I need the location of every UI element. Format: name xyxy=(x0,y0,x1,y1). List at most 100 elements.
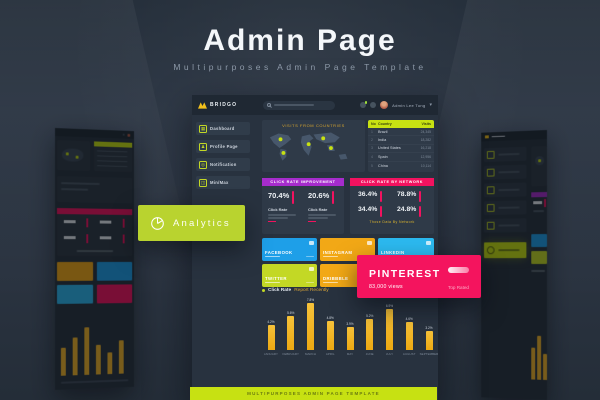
country-visits: 16,218 xyxy=(421,146,431,150)
search-input[interactable] xyxy=(263,101,335,110)
social-card-twitter[interactable]: TWITTER xyxy=(262,264,317,287)
settings-icon[interactable] xyxy=(370,102,376,108)
row-no: 3 xyxy=(371,146,376,150)
mini-avatar xyxy=(127,133,130,136)
chart-bar[interactable] xyxy=(268,325,275,350)
report-title: Click Rate xyxy=(268,288,291,293)
placeholder-line xyxy=(323,256,338,258)
network-rate-panel: Click Rate By Network 36.4% 78.8% 34.4% … xyxy=(350,178,434,234)
mini-purple-header xyxy=(531,192,547,197)
mini-pink-panel xyxy=(57,208,132,256)
mini-bar xyxy=(61,348,66,376)
sidebar-item-minmax[interactable]: ◫ Min/Max xyxy=(196,176,250,189)
placeholder-line xyxy=(97,155,128,157)
visits-map-panel: Visits From Countries xyxy=(262,120,365,172)
bullet-icon xyxy=(262,289,265,292)
social-card-facebook[interactable]: FACEBOOK xyxy=(262,238,317,261)
mini-bar xyxy=(531,348,534,380)
toggle-pill-icon[interactable] xyxy=(448,267,469,273)
row-no: 1 xyxy=(371,130,376,134)
more-link[interactable] xyxy=(268,221,276,223)
brand-name: BRIDGO xyxy=(210,102,237,108)
panel-header-label: Click Rate Improvement xyxy=(270,180,335,184)
mini-stat-bar xyxy=(123,219,125,228)
bottom-ribbon: Multipurposes Admin Page Template xyxy=(190,387,437,400)
chart-column: 6.9% July xyxy=(381,298,399,356)
analytics-card[interactable]: Analytics xyxy=(138,205,245,241)
mini-icon xyxy=(123,134,125,136)
table-row[interactable]: 2 India 18,282 xyxy=(368,136,434,144)
bar-month: January xyxy=(264,352,278,356)
background-mockup-left xyxy=(55,128,134,390)
sidebar-item-notification[interactable]: ◎ Notification xyxy=(196,158,250,171)
stat-bar xyxy=(419,206,421,217)
table-row[interactable]: 1 Brazil 24,345 xyxy=(368,128,434,136)
profile-icon: ♟ xyxy=(199,143,207,151)
mini-brand xyxy=(492,135,505,137)
chart-bar[interactable] xyxy=(307,303,314,350)
notifications-icon[interactable] xyxy=(360,102,366,108)
placeholder-line xyxy=(61,182,100,184)
placeholder-line xyxy=(498,153,519,155)
pinterest-card[interactable]: PINTEREST 83,000 views Top Rated xyxy=(357,255,481,298)
search-icon xyxy=(267,103,271,107)
country-visits: 24,345 xyxy=(421,130,431,134)
chart-bar[interactable] xyxy=(406,322,413,350)
placeholder-line xyxy=(531,270,545,272)
linkedin-icon xyxy=(426,241,431,245)
brand-logo[interactable]: BRIDGO xyxy=(198,102,237,109)
bar-month: July xyxy=(386,352,393,356)
stat-bar xyxy=(380,206,382,217)
chart-bar[interactable] xyxy=(426,331,433,350)
stat-value: 78.8% xyxy=(397,191,416,198)
country-name: Brazil xyxy=(378,130,419,134)
bar-month: August xyxy=(403,352,416,356)
mini-bar xyxy=(84,327,89,375)
chart-bar[interactable] xyxy=(366,319,373,350)
avatar[interactable] xyxy=(380,101,388,109)
hero: Admin Page Multipurposes Admin Page Temp… xyxy=(0,24,600,72)
mini-social-blue xyxy=(531,234,547,247)
chevron-down-icon[interactable]: ▾ xyxy=(429,103,432,108)
world-map xyxy=(265,129,362,169)
placeholder-line xyxy=(308,214,336,216)
table-row[interactable]: 5 China 10,114 xyxy=(368,162,434,170)
mini-stat-bar xyxy=(86,234,88,243)
report-highlight[interactable]: Report Recently xyxy=(294,288,328,293)
sidebar-item-profile-page[interactable]: ♟ Profile Page xyxy=(196,140,250,153)
stat-value: 70.4% xyxy=(268,191,289,200)
mini-stat xyxy=(100,236,111,239)
sidebar-item-label: Min/Max xyxy=(210,180,229,185)
table-row[interactable]: 4 Spain 12,956 xyxy=(368,153,434,161)
stat-block: 20.6% Click Rate xyxy=(308,191,338,222)
placeholder-line xyxy=(265,256,280,258)
mini-bar xyxy=(537,336,540,380)
chart-bar[interactable] xyxy=(347,327,354,350)
row-no: 2 xyxy=(371,138,376,142)
stat-value: 24.8% xyxy=(397,206,416,213)
mini-logo xyxy=(485,135,489,138)
mini-map-dot xyxy=(66,152,68,155)
chart-bar[interactable] xyxy=(327,321,334,350)
facebook-icon xyxy=(309,241,314,245)
more-link[interactable] xyxy=(308,221,316,223)
pinterest-note: Top Rated xyxy=(448,285,469,290)
bar-value: 3.2% xyxy=(425,326,432,330)
mini-nav-icon xyxy=(487,169,495,177)
mini-nav-active-icon xyxy=(487,246,495,254)
pinterest-card-label: PINTEREST xyxy=(369,268,441,280)
sidebar-item-dashboard[interactable]: ▦ Dashboard xyxy=(196,122,250,135)
mini-bar xyxy=(96,345,101,375)
table-row[interactable]: 3 United States 16,218 xyxy=(368,145,434,153)
mini-panel xyxy=(57,176,132,203)
mini-nav-icon xyxy=(487,204,495,212)
instagram-icon xyxy=(367,241,372,245)
dashboard-icon: ▦ xyxy=(199,125,207,133)
mini-map-blob xyxy=(62,148,83,162)
chart-bar[interactable] xyxy=(386,309,393,350)
chart-bar[interactable] xyxy=(287,316,294,350)
mini-stat-bar xyxy=(544,199,546,207)
stat-bar xyxy=(380,191,382,202)
bar-value: 5.2% xyxy=(366,314,373,318)
bar-value: 3.9% xyxy=(346,322,353,326)
